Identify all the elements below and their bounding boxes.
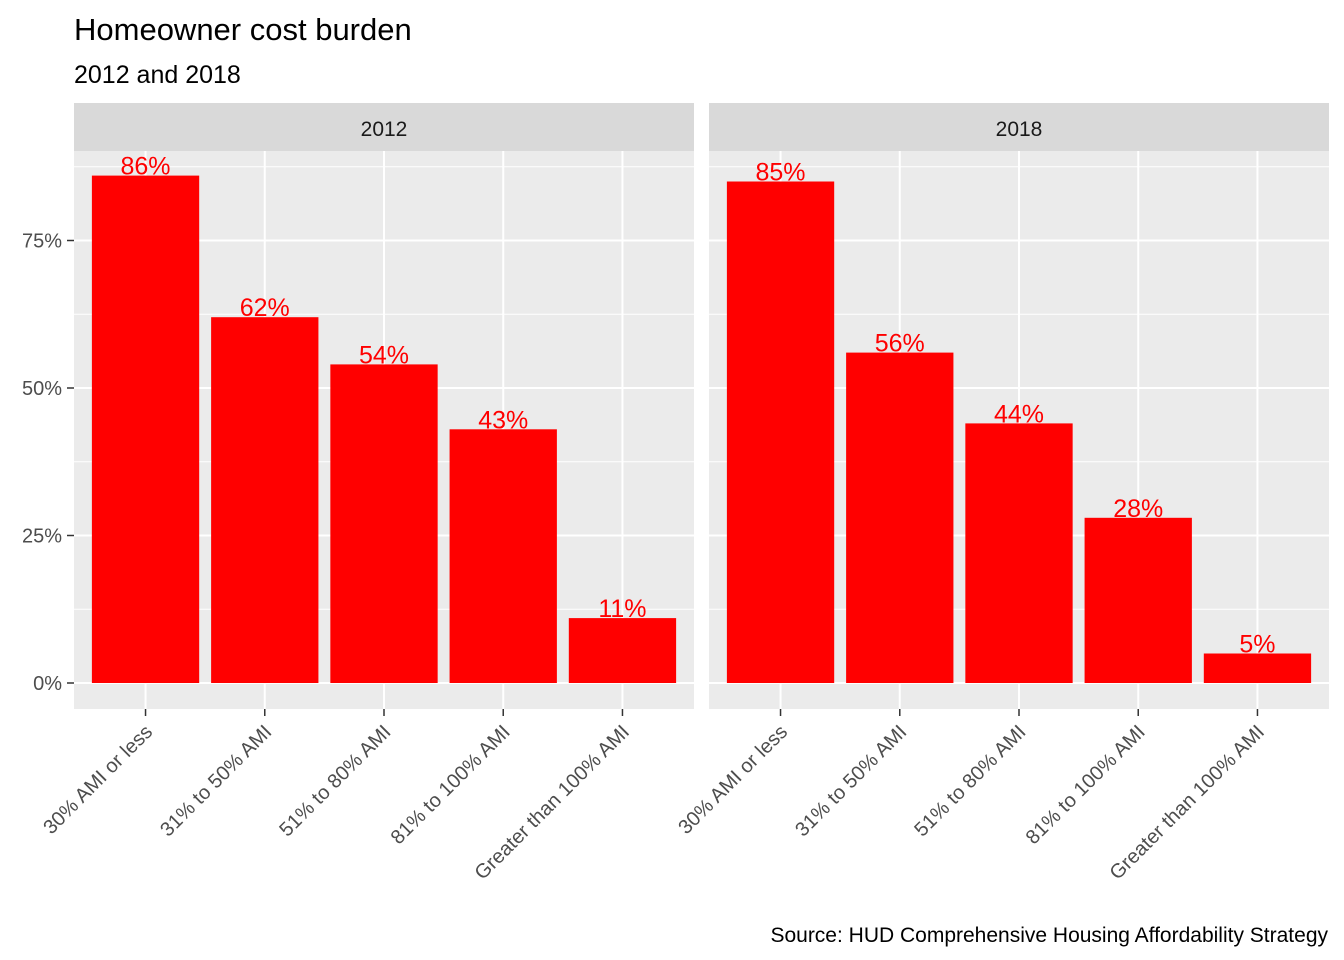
- chart-title: Homeowner cost burden: [74, 12, 412, 47]
- chart-caption: Source: HUD Comprehensive Housing Afford…: [770, 924, 1328, 947]
- data-label: 62%: [240, 294, 290, 322]
- bar: [449, 429, 557, 683]
- x-tick-label: 31% to 50% AMI: [791, 721, 911, 841]
- data-label: 54%: [359, 341, 409, 369]
- x-tick-label: 51% to 80% AMI: [275, 721, 395, 841]
- y-tick-label: 75%: [22, 231, 62, 253]
- data-label: 28%: [1113, 495, 1163, 523]
- x-tick-label: 30% AMI or less: [39, 721, 157, 839]
- data-label: 56%: [875, 330, 925, 358]
- x-tick-label: 81% to 100% AMI: [1022, 721, 1150, 849]
- y-tick-label: 25%: [22, 526, 62, 548]
- facet-strip: [709, 103, 1329, 151]
- bar: [568, 618, 677, 683]
- facet-strip-label: 2018: [996, 118, 1043, 141]
- bar: [726, 181, 835, 683]
- y-tick-label: 0%: [33, 673, 62, 695]
- x-tick-label: 31% to 50% AMI: [156, 721, 276, 841]
- bar: [211, 317, 319, 683]
- bar: [91, 175, 200, 683]
- data-label: 44%: [994, 400, 1044, 428]
- x-tick-label: 30% AMI or less: [674, 721, 792, 839]
- data-label: 5%: [1239, 631, 1275, 659]
- bar: [1084, 517, 1192, 683]
- facet-strip-label: 2012: [361, 118, 408, 141]
- data-label: 11%: [598, 595, 646, 623]
- bar: [330, 364, 438, 683]
- facet-panel-2012: 2012 86% 62% 54% 43% 11% 30% AMI or less 31% to…: [22, 103, 694, 884]
- x-tick-label: 81% to 100% AMI: [387, 721, 515, 849]
- x-tick-label: 51% to 80% AMI: [910, 721, 1030, 841]
- y-tick-label: 50%: [22, 378, 62, 400]
- bar: [846, 352, 954, 683]
- bar: [965, 423, 1073, 683]
- chart-subtitle: 2012 and 2018: [74, 61, 241, 89]
- data-label: 43%: [478, 406, 528, 434]
- bar: [1203, 653, 1312, 683]
- facet-panel-2018: 2018 85% 56% 44% 28% 5% 30% AMI or less 31% to …: [674, 103, 1329, 884]
- data-label: 86%: [121, 153, 171, 181]
- data-label: 85%: [756, 159, 806, 187]
- facet-strip: [74, 103, 694, 151]
